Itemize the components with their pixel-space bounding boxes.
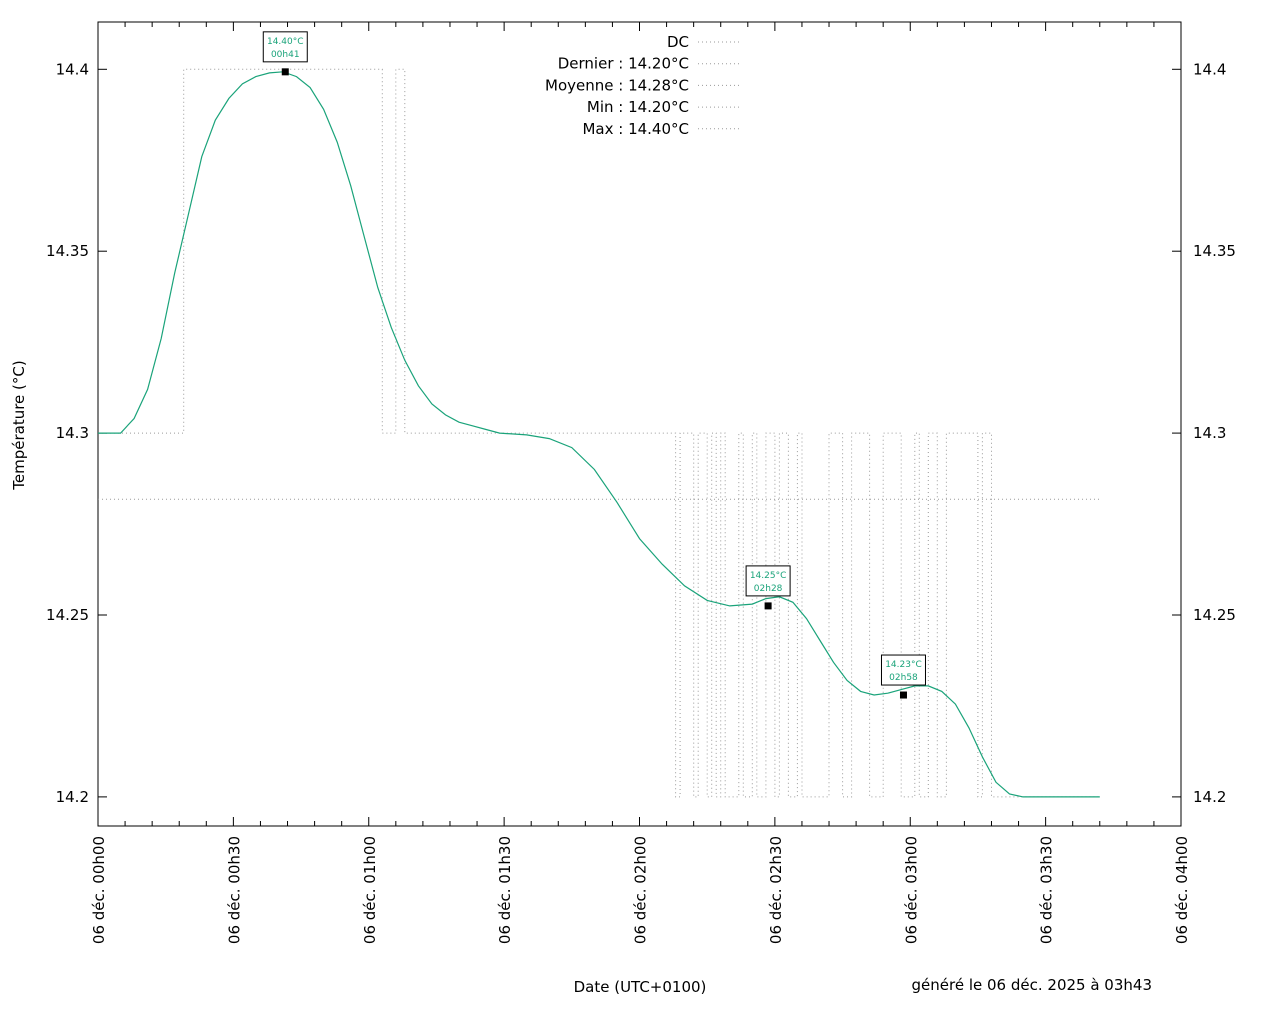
annotation-time: 02h28 [754,584,783,594]
y-tick-label-left: 14.3 [56,424,89,442]
legend-entry: Dernier : 14.20°C [558,55,689,73]
legend-entry: Moyenne : 14.28°C [545,76,689,94]
y-tick-label-left: 14.25 [46,606,89,624]
x-tick-label: 06 déc. 00h00 [90,836,108,944]
x-tick-label: 06 déc. 04h00 [1173,836,1191,944]
extremum-annotation: 14.40°C 00h41 [262,31,308,76]
y-axis-title: Température (°C) [10,360,28,490]
x-tick-label: 06 déc. 01h30 [496,836,514,944]
annotation-value: 14.23°C [885,660,922,670]
annotation-time: 02h58 [889,673,918,683]
series-line-dc [98,68,1100,798]
y-tick-label-right: 14.25 [1193,606,1236,624]
legend-entry: Min : 14.20°C [587,98,689,116]
y-tick-label-right: 14.2 [1193,788,1226,806]
legend-entry: DC [667,33,689,51]
y-tick-label-right: 14.3 [1193,424,1226,442]
annotation-value: 14.25°C [750,571,787,581]
annotation-layer: 14.40°C 00h41 14.25°C 02h28 14.23°C 02h58 [262,31,926,699]
x-tick-label: 06 déc. 03h00 [902,836,920,944]
y-tick-label-right: 14.35 [1193,242,1236,260]
x-tick-label: 06 déc. 03h30 [1038,836,1056,944]
y-tick-label-right: 14.4 [1193,60,1226,78]
x-tick-label: 06 déc. 01h00 [361,836,379,944]
annotation-box [880,654,926,686]
series-layer [98,68,1100,798]
annotation-box [262,31,308,63]
axis-ticks: 14.2 14.2 14.25 14.25 14.3 14.3 14.35 14.35 14.4… [46,22,1236,944]
y-tick-label-left: 14.2 [56,788,89,806]
extremum-annotation: 14.23°C 02h58 [880,654,926,699]
annotation-marker [281,68,289,76]
annotation-time: 00h41 [271,50,300,60]
extremum-annotation: 14.25°C 02h28 [745,565,791,610]
x-tick-label: 06 déc. 02h30 [767,836,785,944]
generated-footer: généré le 06 déc. 2025 à 03h43 [912,976,1152,994]
annotation-marker [899,691,907,699]
legend: DC Dernier : 14.20°C Moyenne : 14.28°C Min … [545,33,740,138]
annotation-box [745,565,791,597]
series-line-smoothed [98,71,1100,798]
legend-entry: Max : 14.40°C [582,120,689,138]
x-axis-title: Date (UTC+0100) [574,978,707,996]
x-tick-label: 06 déc. 02h00 [632,836,650,944]
annotation-value: 14.40°C [267,37,304,47]
y-tick-label-left: 14.4 [56,60,89,78]
annotation-marker [764,602,772,610]
y-tick-label-left: 14.35 [46,242,89,260]
plot-area [97,21,1182,827]
x-tick-label: 06 déc. 00h30 [225,836,243,944]
